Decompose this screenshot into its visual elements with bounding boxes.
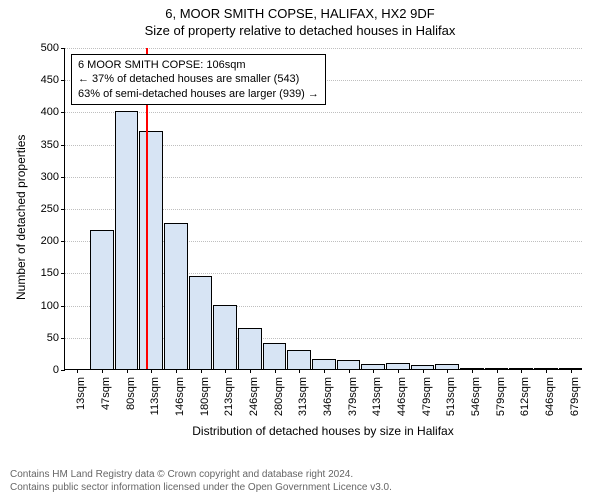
histogram-bar	[139, 131, 163, 369]
xtick-mark	[275, 369, 276, 373]
gridline-h	[65, 48, 582, 49]
page-title-line1: 6, MOOR SMITH COPSE, HALIFAX, HX2 9DF	[0, 0, 600, 21]
xtick-mark	[373, 369, 374, 373]
annotation-line: 6 MOOR SMITH COPSE: 106sqm	[78, 58, 319, 72]
xtick-label: 346sqm	[322, 377, 334, 416]
histogram-bar	[238, 328, 262, 369]
ytick-label: 100	[41, 300, 65, 312]
xtick-label: 579sqm	[495, 377, 507, 416]
xtick-mark	[472, 369, 473, 373]
xtick-label: 646sqm	[544, 377, 556, 416]
xtick-mark	[151, 369, 152, 373]
annotation-box: 6 MOOR SMITH COPSE: 106sqm← 37% of detac…	[71, 54, 326, 105]
xtick-label: 313sqm	[297, 377, 309, 416]
y-axis-label: Number of detached properties	[14, 135, 28, 300]
xtick-label: 280sqm	[273, 377, 285, 416]
ytick-label: 300	[41, 171, 65, 183]
ytick-label: 450	[41, 74, 65, 86]
histogram-bar	[189, 276, 213, 369]
xtick-label: 479sqm	[421, 377, 433, 416]
ytick-label: 150	[41, 267, 65, 279]
xtick-label: 246sqm	[248, 377, 260, 416]
xtick-mark	[447, 369, 448, 373]
xtick-label: 213sqm	[223, 377, 235, 416]
xtick-label: 679sqm	[569, 377, 581, 416]
xtick-label: 146sqm	[174, 377, 186, 416]
xtick-label: 113sqm	[149, 377, 161, 415]
histogram-bar	[287, 350, 311, 369]
xtick-mark	[250, 369, 251, 373]
histogram-bar	[337, 360, 361, 369]
gridline-h	[65, 112, 582, 113]
xtick-label: 413sqm	[371, 377, 383, 416]
annotation-line: 63% of semi-detached houses are larger (…	[78, 87, 319, 101]
footer-line2: Contains public sector information licen…	[10, 481, 590, 494]
ytick-label: 500	[41, 42, 65, 54]
histogram-bar	[263, 343, 287, 369]
xtick-label: 80sqm	[125, 377, 137, 410]
xtick-mark	[201, 369, 202, 373]
ytick-label: 200	[41, 235, 65, 247]
xtick-mark	[102, 369, 103, 373]
xtick-mark	[324, 369, 325, 373]
xtick-label: 546sqm	[470, 377, 482, 416]
xtick-mark	[349, 369, 350, 373]
histogram-bar	[312, 359, 336, 369]
xtick-mark	[546, 369, 547, 373]
ytick-label: 350	[41, 139, 65, 151]
xtick-mark	[398, 369, 399, 373]
xtick-label: 13sqm	[75, 377, 87, 410]
histogram-bar	[90, 230, 114, 369]
xtick-mark	[225, 369, 226, 373]
ytick-label: 0	[53, 364, 65, 376]
plot-area: 05010015020025030035040045050013sqm47sqm…	[64, 48, 582, 370]
xtick-mark	[299, 369, 300, 373]
ytick-label: 50	[47, 332, 65, 344]
histogram-bar	[115, 111, 139, 369]
xtick-mark	[571, 369, 572, 373]
histogram-bar	[213, 305, 237, 369]
xtick-label: 379sqm	[347, 377, 359, 416]
footer: Contains HM Land Registry data © Crown c…	[0, 464, 600, 500]
page-title-line2: Size of property relative to detached ho…	[0, 21, 600, 38]
xtick-label: 180sqm	[199, 377, 211, 416]
x-axis-label: Distribution of detached houses by size …	[64, 424, 582, 438]
xtick-mark	[127, 369, 128, 373]
xtick-label: 513sqm	[445, 377, 457, 416]
xtick-mark	[423, 369, 424, 373]
footer-line1: Contains HM Land Registry data © Crown c…	[10, 468, 590, 481]
xtick-label: 612sqm	[519, 377, 531, 416]
chart-container: Number of detached properties 0501001502…	[0, 40, 600, 440]
xtick-mark	[176, 369, 177, 373]
xtick-mark	[521, 369, 522, 373]
xtick-label: 47sqm	[100, 377, 112, 410]
xtick-mark	[497, 369, 498, 373]
histogram-bar	[164, 223, 188, 369]
xtick-label: 446sqm	[396, 377, 408, 416]
ytick-label: 400	[41, 106, 65, 118]
ytick-label: 250	[41, 203, 65, 215]
xtick-mark	[77, 369, 78, 373]
annotation-line: ← 37% of detached houses are smaller (54…	[78, 72, 319, 86]
